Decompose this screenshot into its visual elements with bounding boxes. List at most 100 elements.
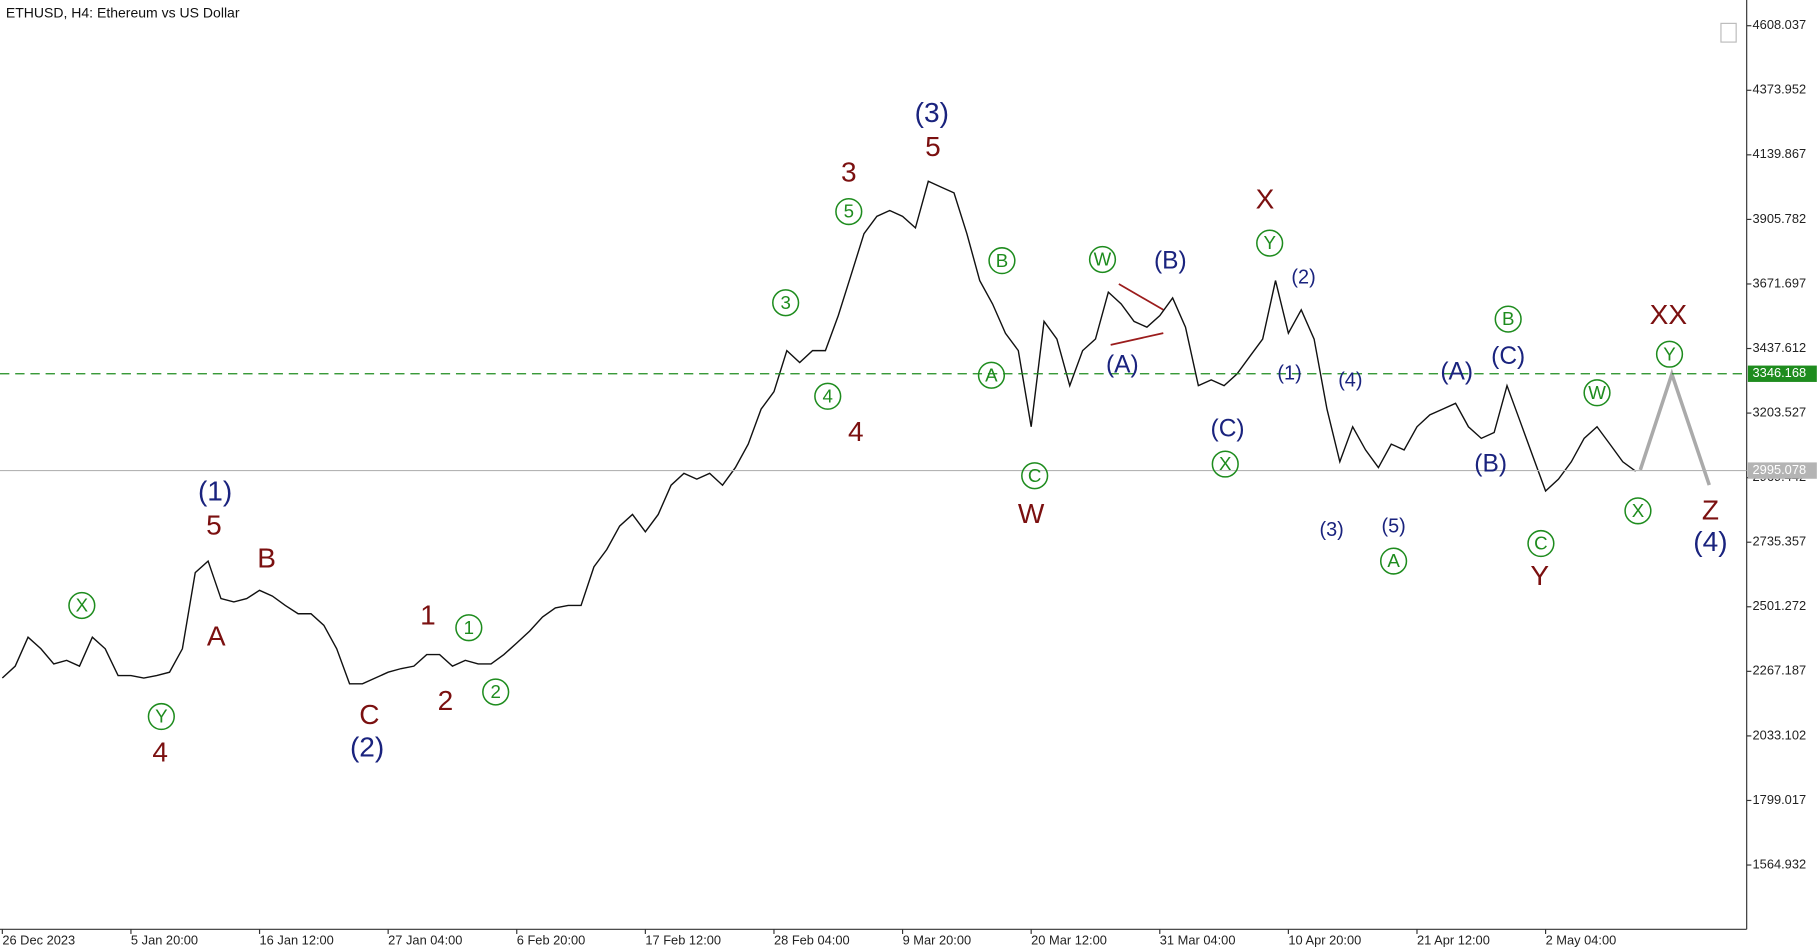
- wave-label: 2: [491, 681, 501, 702]
- x-tick-label: 31 Mar 04:00: [1160, 932, 1236, 947]
- x-tick-label: 16 Jan 12:00: [260, 932, 334, 947]
- price-label-box: [1747, 365, 1817, 382]
- wave-label: Y: [1263, 232, 1276, 253]
- annotation-circle: [1021, 462, 1049, 490]
- annotation-circle: [814, 382, 842, 410]
- wave-label: XX: [1650, 299, 1688, 330]
- wave-label: 4: [152, 736, 168, 767]
- annotation-circle: [1379, 547, 1408, 575]
- x-tick-label: 9 Mar 20:00: [903, 932, 972, 947]
- y-tick-label: 2033.102: [1753, 727, 1807, 742]
- wave-label: C: [1534, 533, 1548, 554]
- wave-label: (3): [1319, 519, 1343, 541]
- wave-label: C: [359, 699, 379, 730]
- wave-label: (5): [1381, 515, 1405, 537]
- wave-label: (1): [198, 476, 232, 507]
- annotation-circle: [977, 361, 1006, 389]
- wave-label: 3: [841, 157, 857, 188]
- wave-label: Y: [1663, 343, 1676, 364]
- wave-label: 5: [925, 131, 941, 162]
- wave-label: Z: [1702, 494, 1719, 525]
- wave-label: 1: [464, 617, 474, 638]
- wave-label: W: [1094, 249, 1112, 270]
- x-tick-label: 21 Apr 12:00: [1417, 932, 1490, 947]
- y-tick-label: 2735.357: [1753, 534, 1807, 549]
- wave-label: B: [257, 542, 276, 573]
- x-tick-label: 10 Apr 20:00: [1288, 932, 1361, 947]
- wave-label: B: [996, 250, 1008, 271]
- x-tick-label: 28 Feb 04:00: [774, 932, 850, 947]
- annotation-circle: [68, 591, 96, 620]
- x-tick-label: 2 May 04:00: [1546, 932, 1617, 947]
- wave-label: (B): [1474, 451, 1507, 478]
- wave-label: (3): [915, 97, 949, 128]
- wave-label: (4): [1338, 369, 1362, 391]
- annotation-circle: [1624, 497, 1652, 525]
- wave-label: A: [985, 364, 998, 385]
- wave-label: A: [1387, 550, 1400, 571]
- wave-label: (A): [1440, 358, 1473, 385]
- wave-label: (C): [1491, 343, 1525, 370]
- wave-label: X: [1219, 453, 1232, 474]
- wave-label: (1): [1277, 362, 1301, 384]
- wave-label: Y: [155, 706, 168, 727]
- y-tick-label: 2267.187: [1753, 663, 1807, 678]
- wave-label: Y: [1530, 560, 1549, 591]
- annotation-circle: [835, 197, 863, 226]
- annotation-circle: [1527, 529, 1555, 558]
- wave-label: 3: [780, 292, 790, 313]
- y-tick-label: 1799.017: [1753, 792, 1807, 807]
- annotation-circle: [1088, 245, 1117, 274]
- wave-label: X: [76, 595, 89, 616]
- x-tick-label: 5 Jan 20:00: [131, 932, 198, 947]
- annotation-circle: [482, 678, 510, 706]
- chart-title: ETHUSD, H4: Ethereum vs US Dollar: [6, 5, 240, 21]
- annotation-circle: [1655, 340, 1684, 368]
- wave-label: (A): [1106, 351, 1139, 378]
- wave-label: B: [1502, 308, 1514, 329]
- x-tick-label: 17 Feb 12:00: [645, 932, 721, 947]
- y-tick-label: 3203.527: [1753, 404, 1807, 419]
- price-label: 3346.168: [1753, 365, 1807, 380]
- trade-icon[interactable]: [1720, 22, 1737, 43]
- annotation-circle: [147, 702, 175, 731]
- annotation-circle: [1256, 229, 1284, 257]
- wave-label: 2: [438, 685, 454, 716]
- x-tick-label: 27 Jan 04:00: [388, 932, 462, 947]
- wave-label: W: [1588, 382, 1606, 403]
- wave-label: (2): [1291, 266, 1315, 288]
- price-label: 2995.078: [1753, 462, 1807, 477]
- wave-label: 5: [844, 201, 854, 222]
- y-tick-label: 1564.932: [1753, 856, 1807, 871]
- x-tick-label: 26 Dec 2023: [2, 932, 75, 947]
- annotation-circle: [1211, 450, 1239, 478]
- annotation-circle: [772, 289, 800, 317]
- wave-label: W: [1018, 498, 1045, 529]
- y-tick-label: 4373.952: [1753, 82, 1807, 97]
- wave-label: 5: [206, 510, 222, 541]
- y-tick-label: 2501.272: [1753, 598, 1807, 613]
- wave-label: (B): [1154, 247, 1187, 274]
- x-tick-label: 6 Feb 20:00: [517, 932, 586, 947]
- triangle-line: [1110, 332, 1164, 346]
- y-tick-label: 3671.697: [1753, 275, 1807, 290]
- wave-label: (4): [1693, 526, 1727, 557]
- triangle-line: [1118, 283, 1164, 311]
- wave-label: X: [1632, 500, 1645, 521]
- y-tick-label: 3437.612: [1753, 340, 1807, 355]
- wave-label: 4: [823, 385, 833, 406]
- annotation-circle: [1494, 305, 1522, 333]
- wave-label: (2): [350, 732, 384, 763]
- wave-label: X: [1256, 183, 1275, 214]
- annotation-circle: [1583, 379, 1611, 407]
- wave-label: C: [1028, 465, 1042, 486]
- wave-label: (C): [1211, 416, 1245, 443]
- y-tick-label: 4608.037: [1753, 17, 1807, 32]
- price-label-box: [1747, 462, 1817, 479]
- y-tick-label: 4139.867: [1753, 146, 1807, 161]
- wave-label: 4: [848, 416, 864, 447]
- annotation-circle: [988, 247, 1016, 275]
